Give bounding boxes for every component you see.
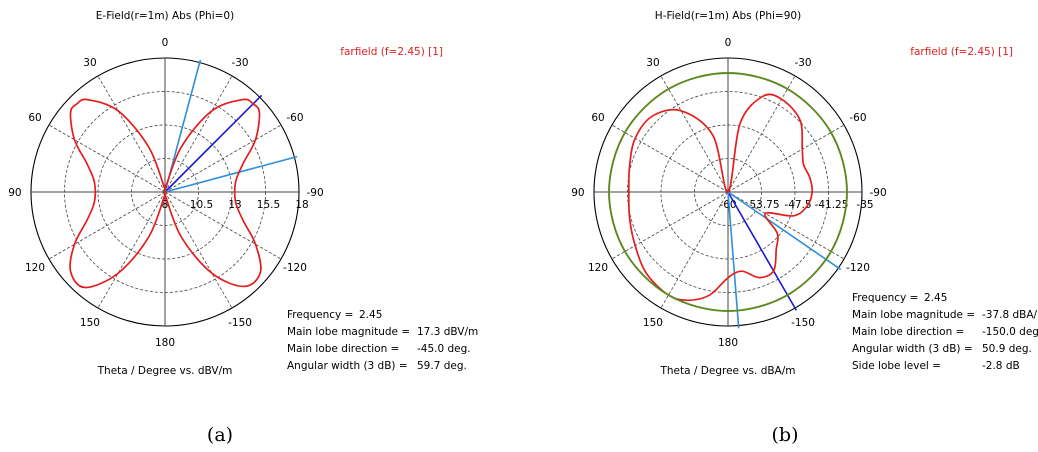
beamwidth-line [727,191,842,271]
grid-spoke [164,191,233,309]
angle-tick-label: -60 [849,112,866,124]
angle-tick-label: -30 [231,57,248,69]
angle-tick-label: 180 [155,337,175,349]
beamwidth-line [727,191,740,329]
stat-value: 50.9 deg. [982,343,1032,355]
angle-tick-label: 0 [725,37,732,49]
angle-tick-label: 90 [8,187,21,199]
polar-chart-h-field: H-Field(r=1m) Abs (Phi=90) farfield (f=2… [571,10,1038,446]
main-lobe-line [727,191,798,311]
polar-grid [593,57,863,327]
lobe-markers [164,59,298,193]
angle-tick-label: 60 [591,112,604,124]
main-lobe-line [164,94,263,193]
angle-tick-label: -120 [846,262,870,274]
radial-tick-label: 10.5 [190,199,213,211]
grid-spoke [48,124,166,193]
radial-tick-label: -35 [856,199,873,211]
angle-tick-label: 30 [646,57,659,69]
stats-block: Frequency = 2.45 Main lobe magnitude = 17.3… [287,309,478,372]
grid-spoke [164,191,282,260]
angle-tick-label: 150 [643,317,663,329]
angle-tick-label: -90 [307,187,324,199]
radial-tick-label: -60 [719,199,736,211]
stat-value: 17.3 dBV/m [417,326,478,338]
chart-title: E-Field(r=1m) Abs (Phi=0) [96,10,234,22]
legend-entry: farfield (f=2.45) [1] [340,46,443,58]
grid-spoke [611,191,729,260]
stat-label: Frequency = [852,292,918,304]
angle-tick-label: 150 [80,317,100,329]
grid-spoke [660,191,729,309]
angle-tick-label: 120 [588,262,608,274]
angle-tick-label: 30 [83,57,96,69]
grid-spoke [48,191,166,260]
axis-label: Theta / Degree vs. dBV/m [97,365,233,377]
panel-caption: (b) [772,424,799,446]
radial-tick-label: 53.75 [749,199,779,211]
stat-value: -45.0 deg. [417,343,471,355]
stat-value: -150.0 deg. [982,326,1038,338]
angle-tick-label: -150 [791,317,815,329]
angle-tick-labels: 0 -30 -60 -90 -120 -150 180 150 120 90 60 30 [571,37,886,349]
angle-tick-label: 60 [28,112,41,124]
grid-spoke [164,75,233,193]
grid-spoke [727,75,796,193]
polar-grid [30,57,300,327]
grid-spoke [164,124,282,193]
stat-label: Main lobe magnitude = [852,309,975,321]
angle-tick-label: 120 [25,262,45,274]
stat-value: -2.8 dB [982,360,1020,372]
angle-tick-label: 180 [718,337,738,349]
stat-label: Main lobe direction = [287,343,399,355]
angle-tick-label: 90 [571,187,584,199]
grid-spoke [97,191,166,309]
stat-value: 59.7 deg. [417,360,467,372]
pattern-curve [627,93,814,302]
beamwidth-line [164,155,298,193]
angle-tick-label: -30 [794,57,811,69]
pattern-curve [69,98,262,289]
stat-label: Angular width (3 dB) = [287,360,408,372]
stat-value: 2.45 [359,309,382,321]
stat-value: -37.8 dBA/m [982,309,1038,321]
polar-chart-e-field: E-Field(r=1m) Abs (Phi=0) farfield (f=2.… [8,10,478,446]
panel-caption: (a) [207,424,233,446]
stat-label: Frequency = [287,309,353,321]
radial-tick-label: 18 [295,199,308,211]
angle-tick-label: -90 [870,187,887,199]
stat-label: Main lobe direction = [852,326,964,338]
radial-tick-label: -41.25 [815,199,849,211]
reference-circle [608,72,848,312]
chart-title: H-Field(r=1m) Abs (Phi=90) [655,10,801,22]
axis-label: Theta / Degree vs. dBA/m [659,365,795,377]
series-layer [608,72,848,312]
stat-label: Side lobe level = [852,360,941,372]
stats-block: Frequency = 2.45 Main lobe magnitude = -37.… [852,292,1038,372]
lobe-markers [727,191,842,329]
grid-spoke [660,75,729,193]
angle-tick-label: -150 [228,317,252,329]
angle-tick-label: -120 [283,262,307,274]
grid-spoke [611,124,729,193]
stat-label: Main lobe magnitude = [287,326,410,338]
grid-spoke [97,75,166,193]
radial-tick-label: 15.5 [257,199,280,211]
series-layer [69,98,262,289]
grid-spoke [727,191,845,260]
angle-tick-labels: 0 -30 -60 -90 -120 -150 180 150 120 90 60 30 [8,37,323,349]
stat-label: Angular width (3 dB) = [852,343,973,355]
angle-tick-label: 0 [162,37,169,49]
angle-tick-label: -60 [286,112,303,124]
radial-tick-labels: -60 53.75 -47.5 -41.25 -35 [719,199,873,211]
grid-spoke [727,124,845,193]
radial-tick-label: 8 [162,199,169,211]
stat-value: 2.45 [924,292,947,304]
radial-tick-labels: 8 10.5 13 15.5 18 [162,199,309,211]
legend-entry: farfield (f=2.45) [1] [910,46,1013,58]
